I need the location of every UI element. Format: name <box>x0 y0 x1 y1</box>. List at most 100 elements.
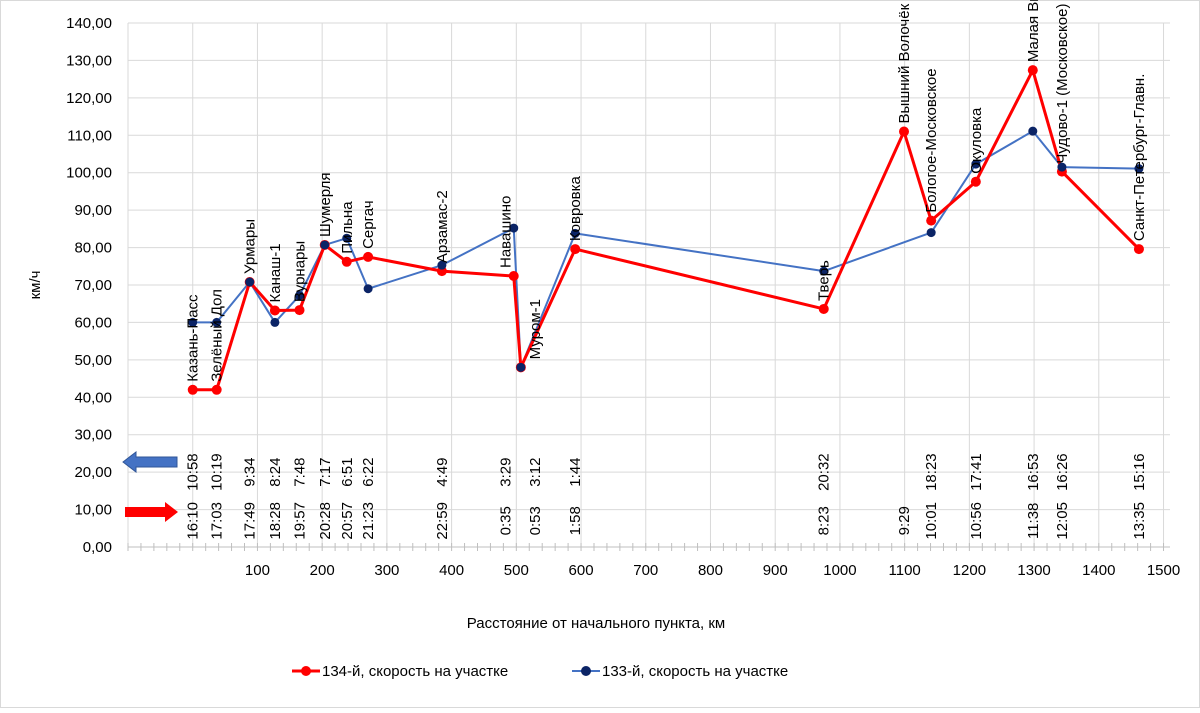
time-133: 9:34 <box>242 458 259 487</box>
time-133: 8:24 <box>267 458 284 487</box>
data-point-134 <box>1027 65 1038 76</box>
legend-marker-133 <box>581 666 591 676</box>
y-tick-label: 10,00 <box>74 502 112 519</box>
series-lines <box>187 65 1144 395</box>
time-133: 10:19 <box>209 453 226 491</box>
time-134: 21:23 <box>360 502 377 540</box>
x-tick-label: 300 <box>374 562 399 579</box>
y-tick-label: 90,00 <box>74 202 112 219</box>
station-labels: Казань-Пасс Зелёный Дол Урмары Канаш-1 Вурна… <box>185 0 1148 382</box>
arrow-right-134 <box>125 502 178 522</box>
legend-item-133[interactable]: 133-й, скорость на участке <box>572 663 788 680</box>
x-tick-label: 400 <box>439 562 464 579</box>
y-tick-label: 70,00 <box>74 277 112 294</box>
time-133: 16:26 <box>1054 453 1071 491</box>
y-tick-label: 110,00 <box>67 127 112 144</box>
station-label: Муром-1 <box>527 299 544 359</box>
data-point-134 <box>341 256 352 267</box>
time-133: 10:58 <box>185 453 202 491</box>
y-tick-label: 80,00 <box>74 240 112 257</box>
station-label: Зелёный Дол <box>209 289 226 382</box>
time-133: 6:51 <box>339 458 356 487</box>
x-tick-label: 1100 <box>889 562 921 579</box>
station-label: Ковровка <box>567 175 584 241</box>
data-point-134 <box>970 176 981 187</box>
data-point-134 <box>187 384 198 395</box>
series-line-133 <box>192 130 1139 369</box>
station-label: Урмары <box>242 219 259 274</box>
time-134: 20:28 <box>317 502 334 540</box>
direction-arrows <box>122 450 178 522</box>
time-134: 10:56 <box>968 502 985 540</box>
time-134: 11:38 <box>1025 503 1042 539</box>
time-134: 16:10 <box>185 502 202 540</box>
legend: 134-й, скорость на участке 133-й, скорос… <box>292 663 788 680</box>
gridlines <box>127 22 1170 548</box>
station-label: Вурнары <box>292 241 309 302</box>
time-133: 6:22 <box>360 458 377 487</box>
time-133: 3:29 <box>498 458 515 487</box>
y-tick-label: 100,00 <box>66 165 112 182</box>
x-tick-label: 100 <box>245 562 270 579</box>
station-label: Малая Вишера <box>1025 0 1042 62</box>
data-point-134 <box>269 305 280 316</box>
data-point-134 <box>818 303 829 314</box>
station-label: Арзамас-2 <box>434 190 451 263</box>
data-point-134 <box>1133 244 1144 255</box>
data-point-133 <box>270 317 280 327</box>
x-tick-label: 500 <box>504 562 529 579</box>
arrow-left-133 <box>122 450 178 474</box>
y-tick-label: 30,00 <box>74 427 112 444</box>
x-tick-label: 1500 <box>1147 562 1180 579</box>
time-134: 19:57 <box>292 502 309 540</box>
x-tick-label: 1000 <box>823 562 856 579</box>
station-label: Казань-Пасс <box>185 294 202 382</box>
data-point-134 <box>508 271 519 282</box>
data-point-134 <box>294 305 305 316</box>
legend-label-133: 133-й, скорость на участке <box>602 663 788 680</box>
time-134: 9:29 <box>896 506 913 535</box>
legend-item-134[interactable]: 134-й, скорость на участке <box>292 663 508 680</box>
time-134: 0:53 <box>527 506 544 535</box>
time-134: 13:35 <box>1131 502 1148 540</box>
y-tick-label: 20,00 <box>74 464 112 481</box>
x-tick-label: 800 <box>698 562 723 579</box>
station-label: Чудово-1 (Московское) <box>1054 4 1071 164</box>
time-134: 17:03 <box>209 502 226 540</box>
x-tick-label: 1300 <box>1017 562 1050 579</box>
station-label: Бологое-Московское <box>923 68 940 212</box>
time-134: 22:59 <box>434 502 451 540</box>
time-labels: 10:58 16:10 10:19 17:03 9:34 17:49 8:24 18:28 7:… <box>185 453 1148 539</box>
data-point-133 <box>1057 162 1067 172</box>
data-point-133 <box>570 228 580 238</box>
time-133: 3:12 <box>527 458 544 487</box>
y-tick-label: 140,00 <box>66 15 112 32</box>
data-point-133 <box>212 317 222 327</box>
x-tick-label: 700 <box>633 562 658 579</box>
data-point-134 <box>926 215 937 226</box>
data-point-133 <box>245 277 255 287</box>
station-label: Тверь <box>816 260 833 301</box>
data-point-133 <box>819 266 829 276</box>
time-133: 4:49 <box>434 458 451 487</box>
data-point-133 <box>516 362 526 372</box>
data-point-133 <box>971 159 981 169</box>
data-point-133 <box>926 228 936 238</box>
y-tick-label: 60,00 <box>74 314 112 331</box>
data-point-133 <box>437 260 447 270</box>
legend-label-134: 134-й, скорость на участке <box>322 663 508 680</box>
data-point-133 <box>509 223 519 233</box>
x-axis-title: Расстояние от начального пункта, км <box>467 615 725 632</box>
time-133: 17:41 <box>968 453 985 491</box>
data-point-133 <box>188 317 198 327</box>
data-point-134 <box>570 244 581 255</box>
time-133: 1:44 <box>567 458 584 487</box>
data-point-134 <box>363 251 374 262</box>
data-point-133 <box>1028 126 1038 136</box>
axes: 0,00 10,00 20,00 30,00 40,00 50,00 60,00 70,00 8… <box>66 15 1180 579</box>
data-point-133 <box>320 240 330 250</box>
station-label: Вышний Волочёк <box>896 3 913 123</box>
time-134: 20:57 <box>339 502 356 540</box>
